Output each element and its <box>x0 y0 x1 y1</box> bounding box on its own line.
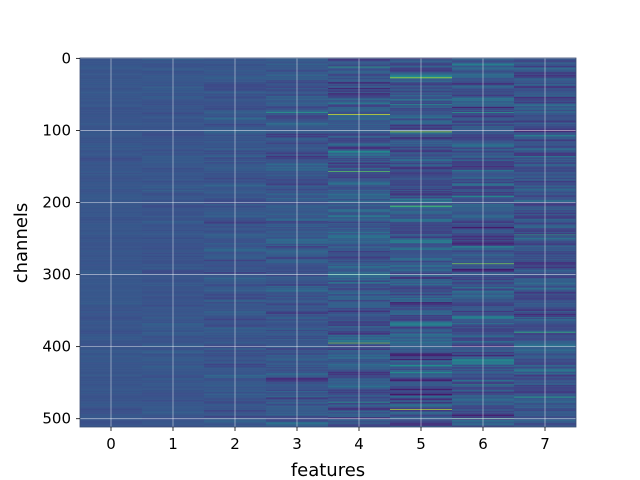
y-tick-label: 400 <box>42 338 71 356</box>
y-tick-label: 200 <box>42 194 71 212</box>
y-tick-label: 0 <box>61 49 71 67</box>
x-tick-label: 4 <box>354 435 364 453</box>
x-tick-label: 2 <box>230 435 240 453</box>
grid-lines <box>80 57 576 427</box>
y-axis-label: channels <box>11 203 32 284</box>
heatmap-cells <box>80 58 576 427</box>
x-tick-label: 5 <box>416 435 426 453</box>
y-tick-label: 300 <box>42 266 71 284</box>
y-axis-ticks: 0 100 200 300 400 500 <box>42 49 80 428</box>
y-tick-label: 100 <box>42 121 71 139</box>
x-tick-label: 0 <box>106 435 116 453</box>
x-axis-ticks: 0 1 2 3 4 5 6 7 <box>106 427 550 453</box>
x-tick-label: 6 <box>478 435 488 453</box>
x-tick-label: 1 <box>168 435 178 453</box>
plot-frame <box>79 57 577 428</box>
x-axis-label: features <box>291 460 365 480</box>
x-tick-label: 7 <box>540 435 550 453</box>
x-tick-label: 3 <box>292 435 302 453</box>
y-tick-label: 500 <box>42 410 71 428</box>
